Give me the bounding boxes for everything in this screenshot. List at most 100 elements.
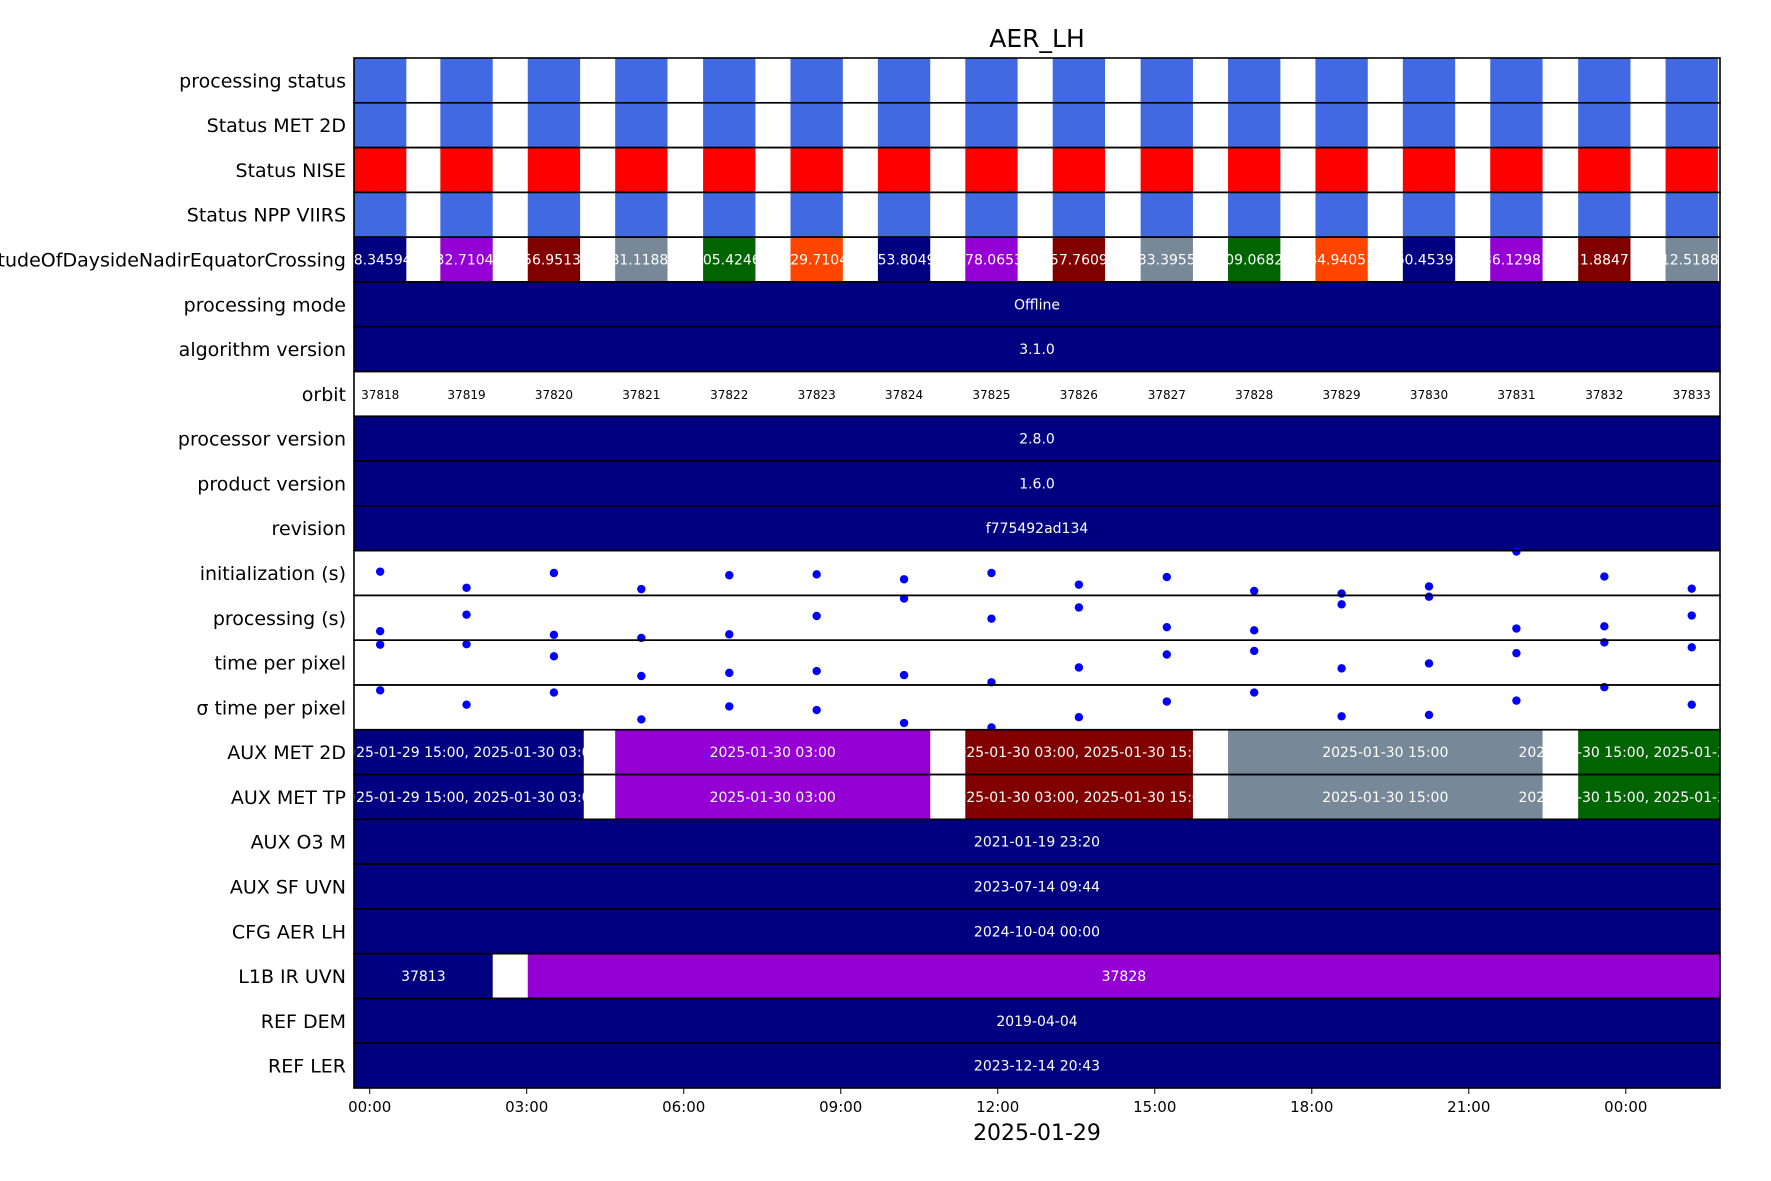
data-point bbox=[1162, 650, 1171, 659]
data-point bbox=[899, 670, 909, 680]
status-cell bbox=[1490, 192, 1543, 238]
value-label: 157.76097 bbox=[1041, 253, 1117, 269]
value-label: -129.71049 bbox=[776, 253, 857, 269]
status-cell bbox=[790, 147, 843, 193]
status-cell bbox=[615, 58, 668, 103]
orbit-number: 37820 bbox=[535, 388, 573, 402]
status-cell bbox=[1052, 102, 1106, 148]
x-tick-label: 15:00 bbox=[1133, 1098, 1176, 1116]
data-point bbox=[1162, 572, 1171, 582]
data-point bbox=[1600, 622, 1609, 631]
status-cell bbox=[1578, 192, 1631, 238]
status-cell bbox=[1490, 147, 1543, 193]
data-point bbox=[1512, 624, 1521, 633]
row-label: processor version bbox=[178, 429, 346, 451]
span-block bbox=[1578, 729, 1720, 775]
value-cell bbox=[1228, 237, 1281, 282]
chart-title: AER_LH bbox=[989, 24, 1085, 53]
data-point bbox=[725, 702, 734, 711]
data-point bbox=[899, 594, 909, 603]
x-tick-label: 12:00 bbox=[976, 1098, 1019, 1116]
row-label: AUX MET 2D bbox=[227, 742, 346, 764]
data-point bbox=[725, 571, 734, 580]
span-block bbox=[354, 281, 1720, 327]
data-point bbox=[725, 668, 734, 678]
data-point bbox=[462, 583, 471, 592]
row-label: Status NPP VIIRS bbox=[187, 205, 346, 227]
x-tick-label: 00:00 bbox=[1604, 1098, 1647, 1116]
orbit-number: 37833 bbox=[1673, 388, 1711, 402]
x-axis: 00:00 03:00 06:00 09:00 12:00 15:00 18:00 21:00… bbox=[348, 1088, 1647, 1116]
value-cell bbox=[354, 237, 407, 282]
row-labels: processing status Status MET 2D Status NIS… bbox=[0, 70, 346, 1077]
x-tick-label: 21:00 bbox=[1447, 1098, 1490, 1116]
span-block bbox=[1228, 729, 1543, 775]
status-cell bbox=[440, 58, 493, 103]
data-point bbox=[1074, 580, 1084, 589]
status-cell bbox=[1665, 58, 1718, 103]
value-cell bbox=[615, 237, 668, 282]
data-point bbox=[1162, 697, 1171, 706]
data-point bbox=[462, 700, 471, 709]
x-tick-label: 09:00 bbox=[819, 1098, 862, 1116]
span-block bbox=[354, 774, 584, 820]
value-cell bbox=[1315, 237, 1368, 282]
data-point bbox=[812, 666, 821, 676]
status-cell bbox=[703, 58, 756, 103]
cells-layer: -8.34594 -32.71044 -56.95132 -81.11885 -105.… bbox=[349, 58, 1720, 1088]
row-label: processing mode bbox=[184, 294, 346, 316]
orbit-number: 37823 bbox=[798, 388, 836, 402]
span-block bbox=[1578, 774, 1720, 820]
span-label: 2025-01-30 03:00 bbox=[710, 790, 836, 806]
status-cell bbox=[1402, 147, 1456, 193]
status-cell bbox=[965, 147, 1018, 193]
data-point bbox=[1687, 643, 1696, 652]
span-label: 2025-01-30 15:00 bbox=[1322, 790, 1448, 806]
orbit-number: 37830 bbox=[1410, 388, 1448, 402]
data-point bbox=[725, 630, 734, 639]
value-cell bbox=[1402, 237, 1456, 282]
data-point bbox=[637, 715, 646, 724]
data-point bbox=[1074, 663, 1084, 672]
orbit-number: 37831 bbox=[1497, 388, 1535, 402]
status-cell bbox=[354, 147, 407, 193]
value-label: 109.06824 bbox=[1216, 253, 1292, 269]
data-point bbox=[1600, 572, 1609, 581]
data-point bbox=[1162, 622, 1171, 632]
status-cell bbox=[1140, 102, 1193, 148]
row-border bbox=[353, 684, 1721, 731]
status-cell bbox=[1052, 192, 1106, 238]
row-label: product version bbox=[197, 473, 346, 495]
status-cell bbox=[1578, 147, 1631, 193]
value-cell bbox=[527, 237, 581, 282]
x-tick-label: 03:00 bbox=[505, 1098, 548, 1116]
data-point bbox=[1424, 710, 1434, 720]
value-label: -8.34594 bbox=[349, 253, 412, 269]
data-point bbox=[812, 570, 821, 579]
span-label: 2019-04-04 bbox=[996, 1014, 1077, 1030]
orbit-number: 37822 bbox=[710, 388, 748, 402]
status-cell bbox=[965, 102, 1018, 148]
status-cell bbox=[440, 147, 493, 193]
orbit-number: 37821 bbox=[622, 388, 660, 402]
span-block bbox=[354, 1043, 1720, 1088]
data-point bbox=[1687, 584, 1696, 593]
span-label: 2023-12-14 20:43 bbox=[974, 1059, 1100, 1075]
span-block bbox=[527, 953, 1720, 999]
status-cell bbox=[1578, 58, 1631, 103]
data-point bbox=[899, 718, 909, 728]
status-cell bbox=[1140, 192, 1193, 238]
span-block bbox=[615, 774, 931, 820]
row-label: LongitudeOfDaysideNadirEquatorCrossing bbox=[0, 250, 346, 272]
span-label: 2025-01-30 03:00, 2025-01-30 15:00 bbox=[949, 790, 1210, 806]
span-block bbox=[1228, 774, 1543, 820]
status-cell bbox=[1228, 102, 1281, 148]
data-point bbox=[549, 568, 559, 578]
status-cell bbox=[790, 58, 843, 103]
span-block bbox=[965, 729, 1193, 775]
value-label: -81.11885 bbox=[605, 253, 677, 269]
span-block bbox=[354, 998, 1720, 1044]
span-block bbox=[354, 729, 584, 775]
status-cell bbox=[354, 58, 407, 103]
